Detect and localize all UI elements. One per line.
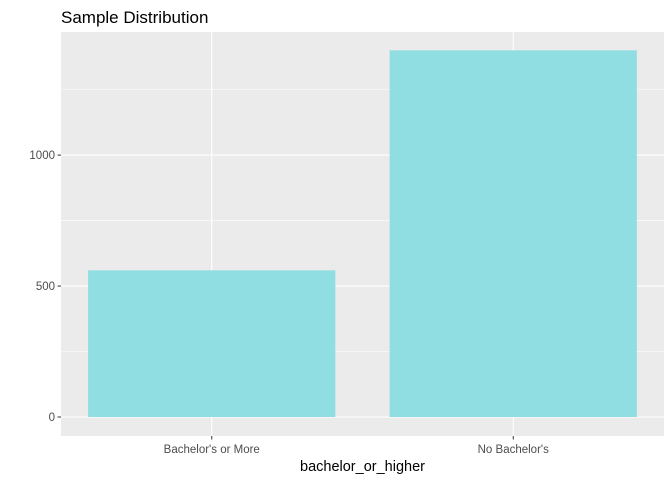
y-axis: 0 500 1000: [29, 150, 61, 424]
y-tick-label: 500: [36, 281, 55, 293]
x-axis: Bachelor's or More No Bachelor's: [164, 436, 549, 456]
bar-2: [389, 50, 637, 417]
y-tick-label: 1000: [29, 150, 55, 162]
x-axis-title: bachelor_or_higher: [300, 459, 425, 475]
chart-title: Sample Distribution: [61, 8, 208, 27]
x-tick-label: No Bachelor's: [478, 444, 549, 456]
y-tick-label: 0: [49, 412, 55, 424]
bar-1: [88, 270, 336, 417]
bars: [88, 50, 637, 417]
x-tick-label: Bachelor's or More: [164, 444, 260, 456]
